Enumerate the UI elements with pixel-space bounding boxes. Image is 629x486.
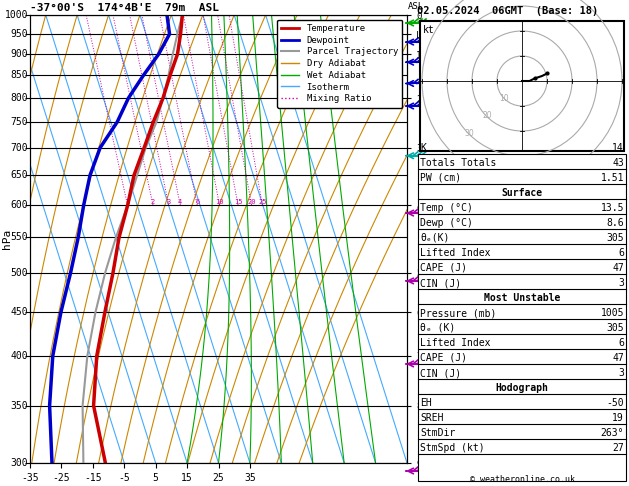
Text: 400: 400 <box>11 351 28 361</box>
Text: CAPE (J): CAPE (J) <box>420 263 467 273</box>
Bar <box>418 154 626 481</box>
Text: Lifted Index: Lifted Index <box>420 338 491 348</box>
Text: 20: 20 <box>247 199 256 205</box>
Text: Lifted Index: Lifted Index <box>420 248 491 258</box>
Text: 800: 800 <box>11 93 28 103</box>
Text: hPa: hPa <box>3 229 13 249</box>
Text: PW (cm): PW (cm) <box>420 173 461 183</box>
Text: 305: 305 <box>606 233 624 243</box>
Text: Totals Totals: Totals Totals <box>420 158 496 168</box>
Text: K: K <box>420 143 426 153</box>
Text: 3: 3 <box>167 199 171 205</box>
Text: 305: 305 <box>606 323 624 333</box>
Text: 25: 25 <box>258 199 267 205</box>
Text: 350: 350 <box>11 400 28 411</box>
Text: © weatheronline.co.uk: © weatheronline.co.uk <box>469 475 574 484</box>
Text: EH: EH <box>420 398 431 408</box>
Text: SREH: SREH <box>420 413 443 423</box>
Text: 950: 950 <box>11 29 28 39</box>
Text: 300: 300 <box>11 458 28 468</box>
Text: 650: 650 <box>11 170 28 180</box>
Text: 1: 1 <box>125 199 130 205</box>
Text: 850: 850 <box>11 70 28 81</box>
Text: 20: 20 <box>482 111 492 121</box>
Text: Hodograph: Hodograph <box>496 383 548 393</box>
Text: 500: 500 <box>11 268 28 278</box>
Text: 450: 450 <box>11 307 28 317</box>
Text: 47: 47 <box>612 353 624 363</box>
Text: 6: 6 <box>195 199 199 205</box>
Text: CIN (J): CIN (J) <box>420 368 461 378</box>
Text: 1000: 1000 <box>4 10 28 20</box>
Text: StmSpd (kt): StmSpd (kt) <box>420 443 484 453</box>
Text: Pressure (mb): Pressure (mb) <box>420 308 496 318</box>
Text: 1.51: 1.51 <box>601 173 624 183</box>
Text: 47: 47 <box>612 263 624 273</box>
Text: 750: 750 <box>11 117 28 127</box>
Text: 02.05.2024  06GMT  (Base: 18): 02.05.2024 06GMT (Base: 18) <box>417 6 598 16</box>
Text: 8.6: 8.6 <box>606 218 624 228</box>
Bar <box>420 21 624 151</box>
Text: kt: kt <box>423 25 435 35</box>
Text: 263°: 263° <box>601 428 624 438</box>
Text: CAPE (J): CAPE (J) <box>420 353 467 363</box>
Text: 14: 14 <box>612 143 624 153</box>
Text: 15: 15 <box>234 199 242 205</box>
Text: km
ASL: km ASL <box>408 0 424 11</box>
Text: 3: 3 <box>618 368 624 378</box>
Text: -50: -50 <box>606 398 624 408</box>
Text: 43: 43 <box>612 158 624 168</box>
Text: 10: 10 <box>499 94 509 103</box>
Text: θₑ (K): θₑ (K) <box>420 323 455 333</box>
Text: 600: 600 <box>11 200 28 210</box>
Text: 30: 30 <box>465 129 474 138</box>
Text: Surface: Surface <box>501 188 543 198</box>
Text: 19: 19 <box>612 413 624 423</box>
Text: 4: 4 <box>178 199 182 205</box>
Text: 2: 2 <box>151 199 155 205</box>
Text: 27: 27 <box>612 443 624 453</box>
Text: 1005: 1005 <box>601 308 624 318</box>
Text: 900: 900 <box>11 49 28 59</box>
Text: θₑ(K): θₑ(K) <box>420 233 449 243</box>
Text: 10: 10 <box>215 199 224 205</box>
Legend: Temperature, Dewpoint, Parcel Trajectory, Dry Adiabat, Wet Adiabat, Isotherm, Mi: Temperature, Dewpoint, Parcel Trajectory… <box>277 19 403 108</box>
Text: StmDir: StmDir <box>420 428 455 438</box>
Text: -37°00'S  174°4B'E  79m  ASL: -37°00'S 174°4B'E 79m ASL <box>30 3 219 13</box>
Text: Most Unstable: Most Unstable <box>484 293 560 303</box>
Text: CIN (J): CIN (J) <box>420 278 461 288</box>
Y-axis label: Mixing Ratio (g/kg): Mixing Ratio (g/kg) <box>436 183 446 295</box>
Text: 6: 6 <box>618 338 624 348</box>
Text: 6: 6 <box>618 248 624 258</box>
Text: 700: 700 <box>11 143 28 153</box>
Text: Temp (°C): Temp (°C) <box>420 203 473 213</box>
Text: 3: 3 <box>618 278 624 288</box>
Text: 550: 550 <box>11 232 28 243</box>
Text: 13.5: 13.5 <box>601 203 624 213</box>
Text: Dewp (°C): Dewp (°C) <box>420 218 473 228</box>
